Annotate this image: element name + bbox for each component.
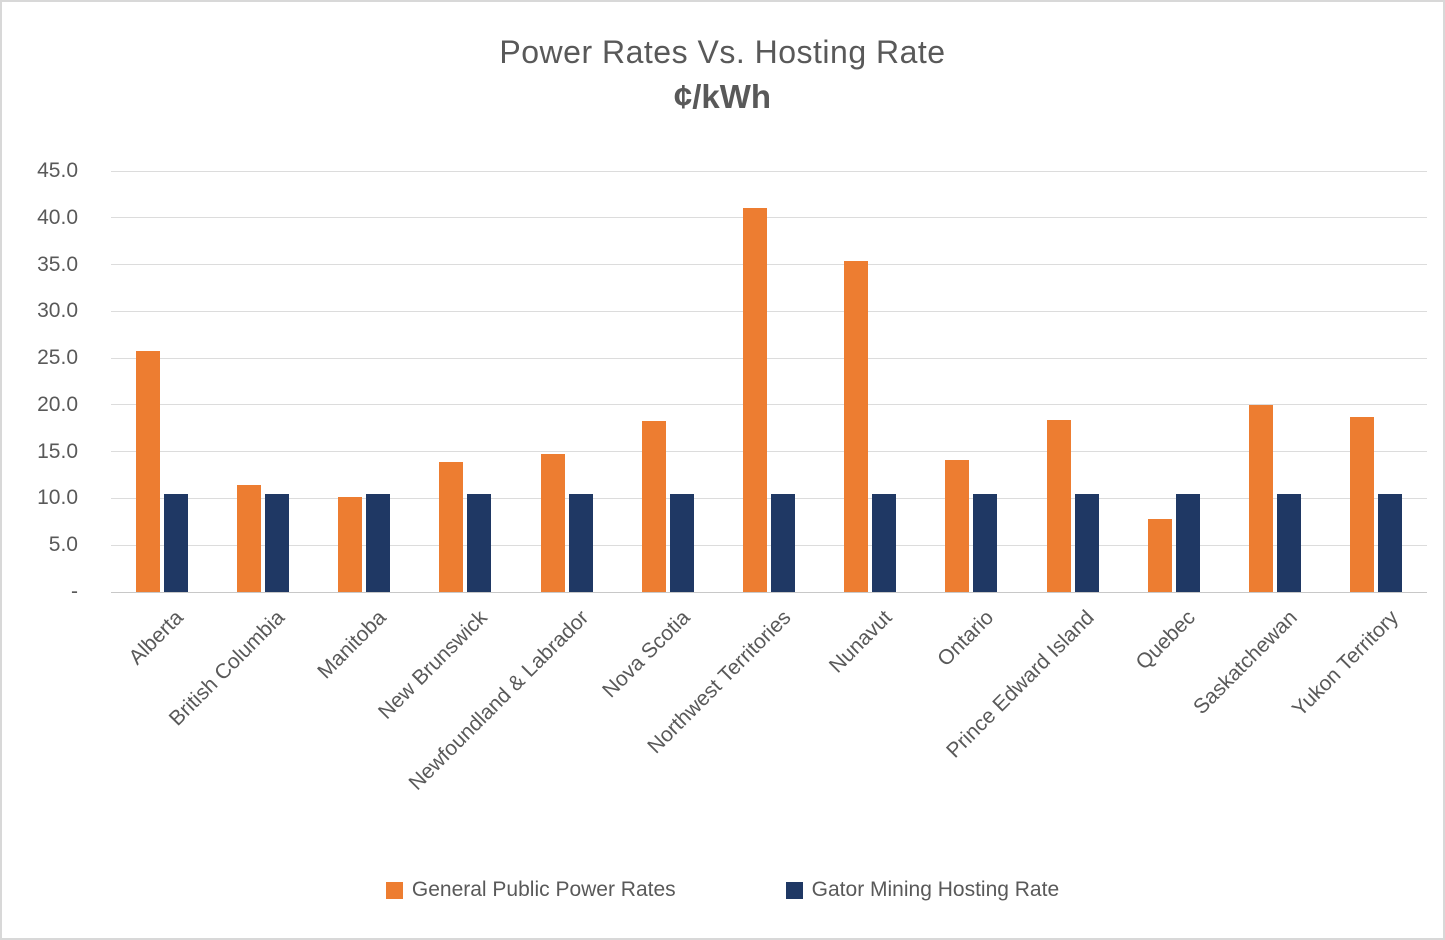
- x-tick-label-ontario: Ontario: [932, 606, 998, 671]
- y-tick-label-45.0: 45.0: [37, 159, 78, 182]
- bar-power-rate-quebec: [1147, 519, 1172, 592]
- bar-hosting-rate-ontario: [973, 493, 998, 592]
- legend-swatch-icon: [385, 881, 403, 899]
- bar-hosting-rate-manitoba: [366, 493, 391, 592]
- bar-hosting-rate-new-brunswick: [467, 493, 492, 592]
- bar-hosting-rate-newfoundland-labrador: [568, 493, 593, 592]
- y-tick-label-20.0: 20.0: [37, 392, 78, 416]
- gridline-15: [111, 451, 1427, 453]
- x-tick-label-saskatchewan: Saskatchewan: [1188, 606, 1302, 719]
- bar-hosting-rate-prince-edward-island: [1074, 493, 1099, 592]
- legend-item: General Public Power Rates: [385, 878, 676, 902]
- chart-title: Power Rates Vs. Hosting Rate: [499, 34, 946, 70]
- x-axis-tick-labels: Alberta British Columbia Manitoba New Bruns…: [2, 592, 1443, 852]
- chart-legend: General Public Power Rates Gator Mining H…: [2, 878, 1443, 902]
- legend-swatch-icon: [785, 881, 803, 899]
- bar-hosting-rate-northwest-territories: [771, 493, 795, 592]
- bar-power-rate-northwest-territories: [743, 208, 767, 592]
- gridline-40: [111, 217, 1427, 219]
- bar-power-rate-newfoundland-labrador: [540, 453, 565, 592]
- chart-subtitle: ¢/kWh: [673, 78, 772, 115]
- x-tick-label-manitoba: Manitoba: [312, 606, 391, 684]
- y-tick-label-5.0: 5.0: [48, 533, 78, 557]
- x-tick-label-alberta: Alberta: [124, 606, 188, 670]
- y-tick-label-30.0: 30.0: [37, 299, 78, 323]
- gridline-20: [111, 404, 1427, 406]
- bar-power-rate-alberta: [135, 350, 160, 592]
- y-tick-label--: -: [71, 580, 78, 603]
- bar-hosting-rate-alberta: [163, 493, 188, 592]
- x-tick-label-nova-scotia: Nova Scotia: [597, 606, 695, 703]
- bar-hosting-rate-quebec: [1175, 493, 1200, 592]
- bar-hosting-rate-nova-scotia: [669, 493, 694, 592]
- y-tick-label-15.0: 15.0: [37, 439, 78, 463]
- gridline-0: [111, 591, 1427, 593]
- bar-hosting-rate-nunavut: [872, 493, 897, 592]
- gridline-30: [111, 310, 1427, 312]
- bar-power-rate-manitoba: [338, 496, 363, 592]
- bar-power-rate-british-columbia: [236, 485, 261, 592]
- y-tick-label-40.0: 40.0: [37, 205, 78, 229]
- bar-power-rate-nova-scotia: [641, 420, 666, 592]
- y-tick-label-35.0: 35.0: [37, 252, 78, 276]
- bar-hosting-rate-yukon-territory: [1378, 493, 1403, 592]
- bar-hosting-rate-british-columbia: [264, 493, 289, 592]
- x-tick-label-quebec: Quebec: [1131, 606, 1201, 675]
- bar-power-rate-nunavut: [844, 260, 869, 592]
- gridline-5: [111, 544, 1427, 546]
- bar-power-rate-new-brunswick: [439, 461, 464, 592]
- bar-hosting-rate-saskatchewan: [1277, 493, 1302, 592]
- bar-power-rate-saskatchewan: [1249, 404, 1274, 592]
- gridline-45: [111, 170, 1427, 172]
- legend-label: Gator Mining Hosting Rate: [811, 878, 1060, 901]
- bar-power-rate-yukon-territory: [1350, 417, 1375, 592]
- plot-area: [111, 170, 1427, 593]
- chart-title-block: Power Rates Vs. Hosting Rate ¢/kWh: [2, 32, 1443, 117]
- bar-power-rate-prince-edward-island: [1046, 419, 1071, 592]
- x-tick-label-nunavut: Nunavut: [824, 606, 897, 678]
- legend-item: Gator Mining Hosting Rate: [785, 878, 1060, 902]
- bar-power-rate-ontario: [945, 460, 970, 592]
- y-tick-label-10.0: 10.0: [37, 486, 78, 510]
- y-tick-label-25.0: 25.0: [37, 346, 78, 370]
- gridline-10: [111, 497, 1427, 499]
- gridline-25: [111, 357, 1427, 359]
- gridline-35: [111, 264, 1427, 266]
- legend-label: General Public Power Rates: [411, 878, 676, 901]
- x-tick-label-newfoundland-labrador: Newfoundland & Labrador: [404, 606, 593, 795]
- x-tick-label-yukon-territory: Yukon Territory: [1287, 606, 1403, 722]
